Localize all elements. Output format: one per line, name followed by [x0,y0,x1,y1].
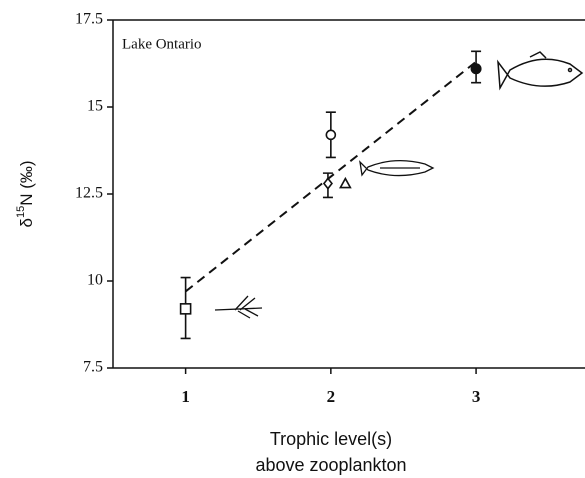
y-tick-label: 17.5 [75,11,103,28]
y-axis-label: δ15N (‰) [15,160,37,227]
y-tick-label: 12.5 [75,185,103,202]
x-tick-label: 1 [181,387,190,406]
y-tick-label: 10 [87,272,103,289]
x-axis-label: above zooplankton [255,455,406,475]
trend-line [184,60,477,293]
marker-circle [325,129,337,141]
y-tick-label: 7.5 [83,359,103,376]
salmon-icon [497,51,584,91]
marker-triangle [339,176,352,189]
y-tick-label: 15 [87,98,103,115]
marker-diamond [322,177,333,190]
x-tick-label: 2 [327,387,336,406]
marker-filled-circle [470,63,482,75]
x-tick-label: 3 [472,387,481,406]
annotation: Lake Ontario [122,36,202,52]
smelt-icon [359,160,435,177]
marker-square [179,303,192,315]
x-axis-label: Trophic level(s) [270,429,392,449]
plot-frame [112,19,585,369]
zooplankton-icon [214,295,263,319]
